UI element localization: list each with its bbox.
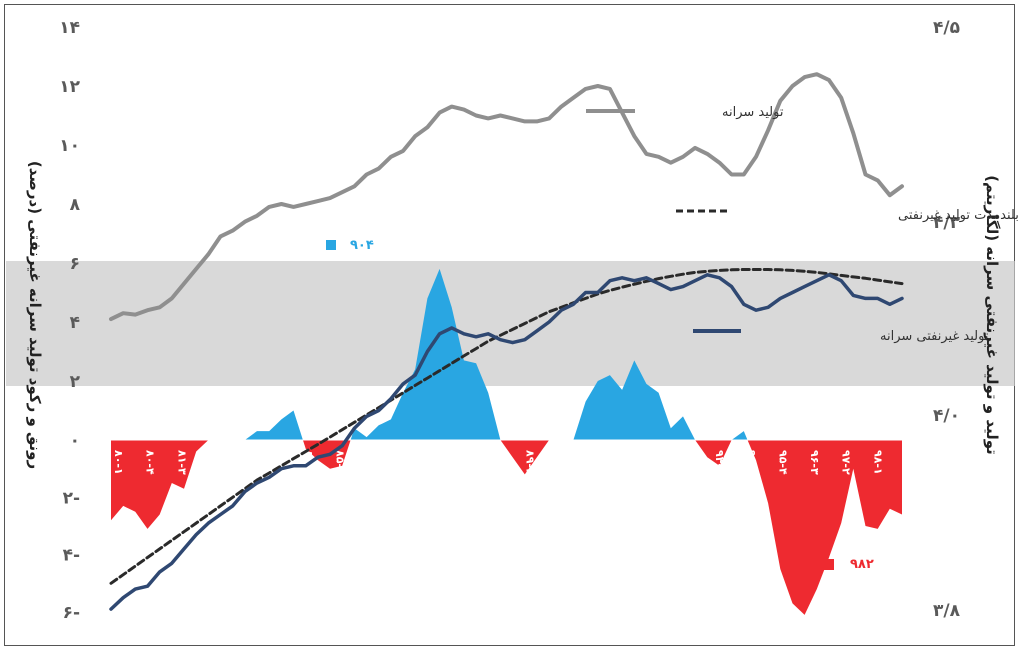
x-tick-label: ۹۰-۳ bbox=[555, 450, 568, 475]
x-tick-label: ۹۳-۳ bbox=[682, 450, 695, 475]
bust-area-8 bbox=[747, 440, 902, 615]
left-tick-label: ۶- bbox=[63, 603, 80, 623]
left-tick-label: ۱۰ bbox=[59, 136, 80, 156]
legend-label-nonoil: تولید غیرنفتی سرانه bbox=[880, 329, 989, 344]
x-tick-label: ۹۸-۴ bbox=[903, 450, 916, 475]
watermark-band bbox=[6, 261, 1015, 386]
x-tick-label: ۹۱-۲ bbox=[587, 450, 600, 475]
right-axis-title: تولید و تولید غیرنفتی سرانه (لگاریتم) bbox=[983, 175, 1001, 455]
series-lines bbox=[109, 72, 904, 611]
x-tick-label: ۸۵-۲ bbox=[333, 450, 346, 475]
peak-label: ۹۰۴ bbox=[350, 238, 374, 253]
left-tick-label: ۶ bbox=[70, 254, 80, 274]
peak-marker bbox=[326, 240, 336, 250]
left-tick-label: ۴- bbox=[63, 546, 80, 566]
line-non-oil-output bbox=[109, 273, 904, 611]
left-tick-label: ۱۲ bbox=[59, 77, 80, 97]
left-tick-label: ۰ bbox=[70, 431, 80, 451]
right-tick-label: ۴/۰ bbox=[933, 406, 960, 426]
left-axis-ticks: ۱۴ ۱۲ ۱۰ ۸ ۶ ۴ ۲ ۰ ۲- ۴- ۶- bbox=[59, 18, 80, 623]
bust-area-4 bbox=[500, 440, 550, 475]
x-tick-label: ۹۵-۴ bbox=[776, 450, 789, 475]
left-tick-label: ۱۴ bbox=[59, 18, 80, 38]
x-tick-label: ۸۰-۴ bbox=[144, 450, 157, 475]
boom-area-5 bbox=[549, 360, 696, 440]
x-tick-label: ۹۴-۲ bbox=[713, 450, 726, 475]
bust-area-6 bbox=[695, 440, 732, 466]
x-tick-label: ۸۳-۱ bbox=[239, 450, 252, 475]
trough-label: ۹۸۲ bbox=[850, 557, 874, 572]
x-tick-label: ۹۶-۳ bbox=[808, 450, 821, 475]
x-axis-labels: ۸۰-۱ ۸۰-۴ ۸۱-۳ ۸۲-۲ ۸۳-۱ ۸۳-۴ ۸۴-۳ ۸۵-۲ ۸۶-۱ ۸۶-۴… bbox=[112, 450, 916, 475]
legend-label-trend: روند بلندمدت تولید غیرنفتی bbox=[898, 208, 1021, 223]
x-tick-label: ۸۱-۳ bbox=[175, 450, 188, 475]
x-tick-label: ۹۷-۲ bbox=[840, 450, 853, 475]
right-axis-ticks: ۴/۵ ۴/۳ ۴/۰ ۳/۸ bbox=[933, 18, 961, 621]
left-tick-label: ۲- bbox=[63, 488, 80, 508]
boom-area-1 bbox=[208, 410, 303, 440]
line-long-term-trend bbox=[109, 268, 904, 585]
x-tick-label: ۸۹-۱ bbox=[492, 450, 505, 475]
x-tick-label: ۸۷-۳ bbox=[428, 450, 441, 475]
bust-area-0 bbox=[111, 440, 209, 529]
right-tick-label: ۴/۳ bbox=[933, 213, 961, 233]
x-tick-label: ۸۰-۱ bbox=[112, 450, 125, 475]
line-per-capita-output bbox=[109, 72, 904, 322]
trough-marker bbox=[823, 559, 834, 570]
right-tick-label: ۳/۸ bbox=[933, 601, 961, 621]
x-tick-label: ۸۹-۴ bbox=[523, 450, 536, 475]
left-tick-label: ۸ bbox=[70, 195, 81, 215]
x-tick-label: ۸۲-۲ bbox=[207, 450, 220, 475]
right-tick-label: ۴/۵ bbox=[933, 18, 960, 38]
x-tick-label: ۸۶-۴ bbox=[397, 450, 410, 475]
legend-label-output: تولید سرانه bbox=[722, 105, 784, 120]
boom-area-7 bbox=[731, 431, 748, 440]
x-tick-label: ۹۲-۱ bbox=[618, 450, 631, 475]
left-tick-label: ۲ bbox=[70, 372, 81, 392]
x-tick-label: ۸۶-۱ bbox=[365, 450, 378, 475]
x-tick-label: ۸۸-۲ bbox=[460, 450, 473, 475]
x-tick-label: ۹۵-۱ bbox=[745, 450, 758, 475]
left-axis-title: رونق و رکود تولید سرانه غیرنفتی (درصد) bbox=[26, 161, 44, 469]
left-tick-label: ۴ bbox=[70, 313, 80, 333]
x-tick-label: ۹۸-۱ bbox=[871, 450, 884, 475]
x-tick-label: ۹۲-۴ bbox=[650, 450, 663, 475]
